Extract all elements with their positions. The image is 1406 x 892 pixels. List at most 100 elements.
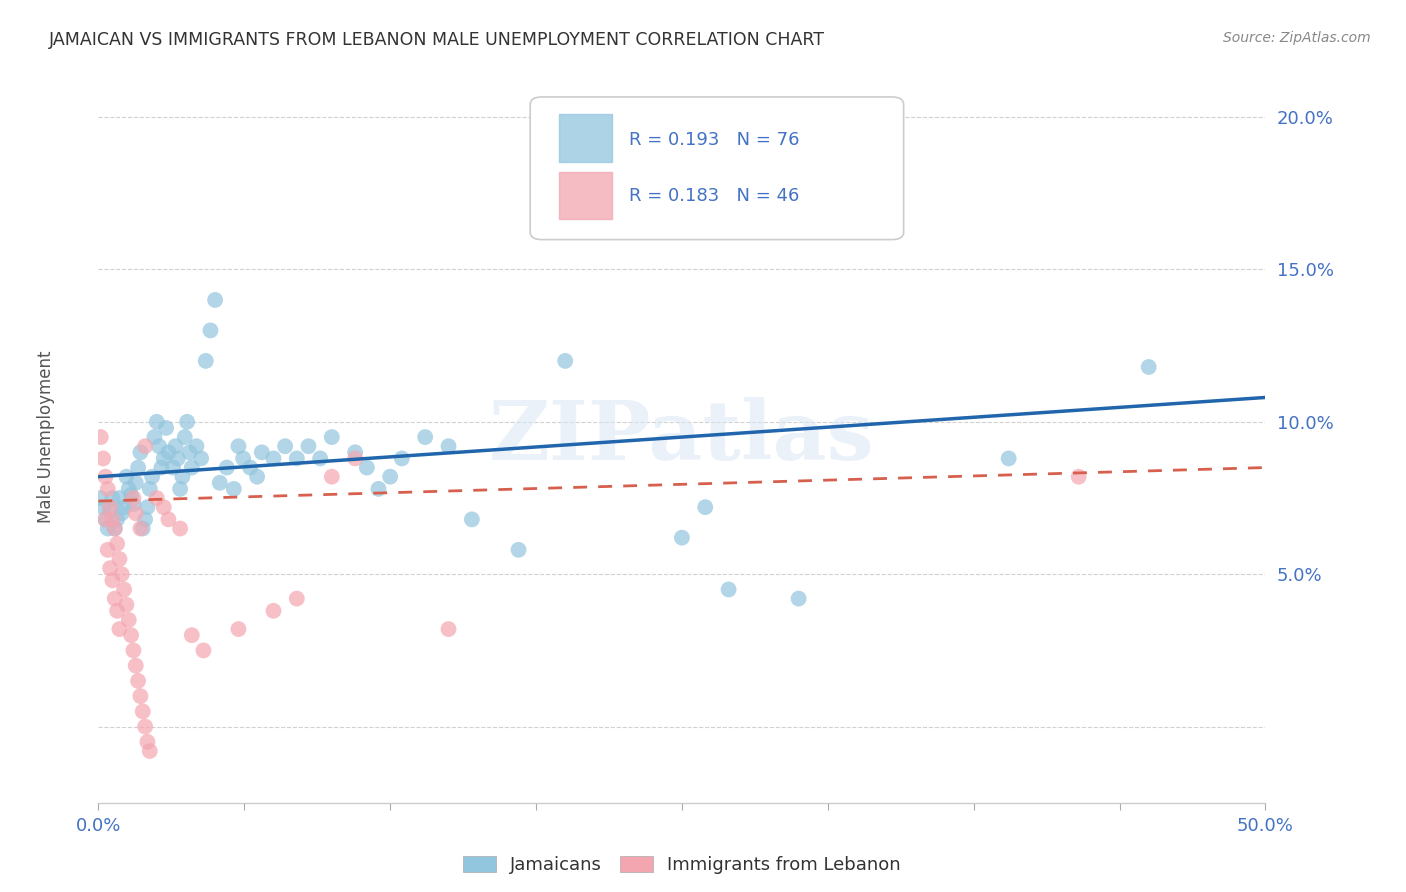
Point bbox=[141, 469, 163, 483]
Point bbox=[105, 604, 128, 618]
Point bbox=[997, 451, 1019, 466]
Point bbox=[125, 475, 148, 490]
Point bbox=[94, 512, 117, 526]
Point bbox=[297, 439, 319, 453]
Point bbox=[98, 500, 121, 515]
Point bbox=[111, 567, 134, 582]
Point bbox=[155, 421, 177, 435]
Point bbox=[91, 500, 114, 515]
Point bbox=[112, 500, 135, 515]
Text: JAMAICAN VS IMMIGRANTS FROM LEBANON MALE UNEMPLOYMENT CORRELATION CHART: JAMAICAN VS IMMIGRANTS FROM LEBANON MALE… bbox=[49, 31, 825, 49]
Point bbox=[143, 430, 166, 444]
Point bbox=[228, 439, 250, 453]
Point bbox=[157, 512, 180, 526]
Point bbox=[146, 415, 169, 429]
Point bbox=[90, 491, 112, 505]
Point bbox=[134, 720, 156, 734]
Point bbox=[136, 735, 159, 749]
Point bbox=[380, 469, 402, 483]
Point bbox=[127, 460, 149, 475]
Point bbox=[101, 574, 124, 588]
Point bbox=[129, 521, 152, 535]
Point bbox=[139, 744, 162, 758]
Point bbox=[115, 469, 138, 483]
Point bbox=[129, 689, 152, 703]
Text: Male Unemployment: Male Unemployment bbox=[37, 351, 55, 524]
Point bbox=[173, 430, 195, 444]
Point bbox=[787, 591, 810, 606]
Point bbox=[118, 482, 141, 496]
Point bbox=[169, 482, 191, 496]
Point bbox=[194, 354, 217, 368]
Point bbox=[169, 521, 191, 535]
Point bbox=[97, 542, 120, 557]
Point bbox=[152, 451, 174, 466]
Point bbox=[508, 542, 530, 557]
Point bbox=[146, 491, 169, 505]
Point bbox=[215, 460, 238, 475]
Point bbox=[180, 628, 202, 642]
Point bbox=[105, 512, 128, 526]
Point bbox=[136, 500, 159, 515]
Point bbox=[104, 591, 127, 606]
Point bbox=[647, 110, 669, 124]
Point bbox=[134, 512, 156, 526]
Point bbox=[554, 354, 576, 368]
Point bbox=[222, 482, 245, 496]
Point bbox=[1137, 359, 1160, 374]
Point bbox=[262, 451, 284, 466]
Point bbox=[108, 622, 131, 636]
Text: R = 0.193   N = 76: R = 0.193 N = 76 bbox=[630, 131, 800, 149]
Point bbox=[717, 582, 740, 597]
Point bbox=[176, 415, 198, 429]
Point bbox=[101, 491, 124, 505]
Point bbox=[122, 491, 145, 505]
Point bbox=[186, 439, 208, 453]
Point bbox=[90, 430, 112, 444]
Point bbox=[344, 451, 367, 466]
Point bbox=[204, 293, 226, 307]
Point bbox=[97, 482, 120, 496]
Point bbox=[97, 521, 120, 535]
Point bbox=[262, 604, 284, 618]
Point bbox=[367, 482, 389, 496]
Point bbox=[122, 497, 145, 511]
Legend: Jamaicans, Immigrants from Lebanon: Jamaicans, Immigrants from Lebanon bbox=[463, 856, 901, 874]
Point bbox=[166, 451, 188, 466]
Point bbox=[139, 482, 162, 496]
Point bbox=[132, 521, 155, 535]
Point bbox=[111, 506, 134, 520]
Point bbox=[285, 451, 308, 466]
FancyBboxPatch shape bbox=[530, 97, 904, 240]
FancyBboxPatch shape bbox=[560, 172, 612, 219]
Point bbox=[695, 500, 717, 515]
Point bbox=[179, 445, 201, 459]
Point bbox=[356, 460, 378, 475]
Point bbox=[125, 658, 148, 673]
Point bbox=[162, 460, 184, 475]
Point bbox=[193, 643, 215, 657]
Point bbox=[1067, 469, 1090, 483]
Point bbox=[172, 469, 194, 483]
Point bbox=[94, 469, 117, 483]
Point bbox=[122, 643, 145, 657]
Point bbox=[461, 512, 484, 526]
Point bbox=[200, 323, 222, 337]
Point bbox=[115, 598, 138, 612]
Point bbox=[105, 537, 128, 551]
Point bbox=[228, 622, 250, 636]
Point bbox=[98, 503, 121, 517]
Point bbox=[101, 512, 124, 526]
Point bbox=[636, 195, 658, 210]
Point bbox=[118, 613, 141, 627]
Point bbox=[321, 469, 343, 483]
FancyBboxPatch shape bbox=[560, 114, 612, 161]
Point bbox=[150, 460, 173, 475]
Point bbox=[413, 430, 436, 444]
Point bbox=[274, 439, 297, 453]
Point bbox=[91, 451, 114, 466]
Point bbox=[120, 488, 142, 502]
Point bbox=[148, 439, 170, 453]
Point bbox=[127, 673, 149, 688]
Point bbox=[152, 500, 174, 515]
